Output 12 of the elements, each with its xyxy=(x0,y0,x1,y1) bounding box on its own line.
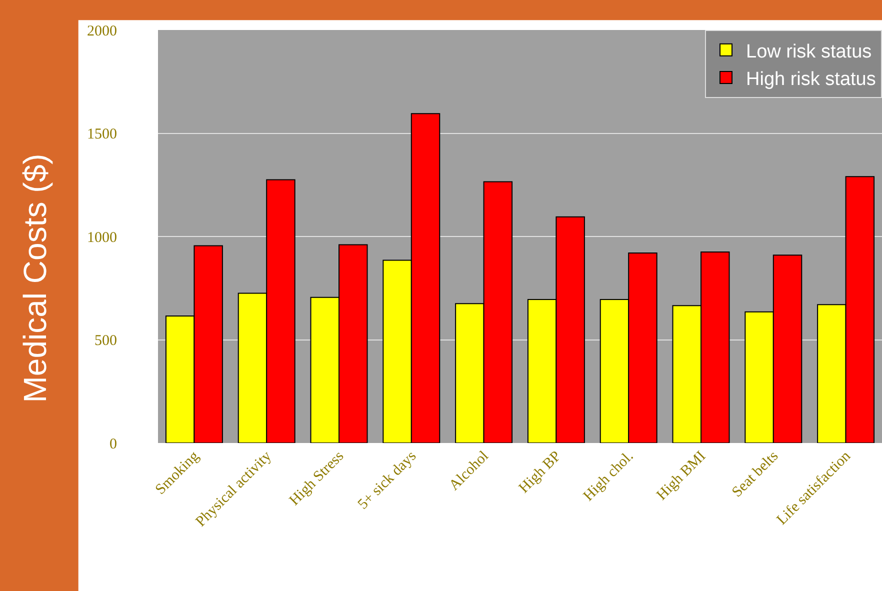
x-tick-label: High chol. xyxy=(580,448,637,504)
x-tick-label: Seat belts xyxy=(729,448,782,501)
legend-label: High risk status xyxy=(746,68,876,90)
y-axis-title: Medical Costs ($) xyxy=(17,154,54,403)
y-tick-label: 500 xyxy=(94,333,117,349)
y-tick-label: 2000 xyxy=(87,23,117,40)
y-tick-label: 1000 xyxy=(87,230,117,246)
legend-label: Low risk status xyxy=(746,41,872,62)
x-tick-label: 5+ sick days xyxy=(355,448,420,513)
y-tick-label: 0 xyxy=(110,436,117,452)
x-tick-label: High BP xyxy=(516,448,564,496)
y-tick-label: 1500 xyxy=(87,126,117,142)
